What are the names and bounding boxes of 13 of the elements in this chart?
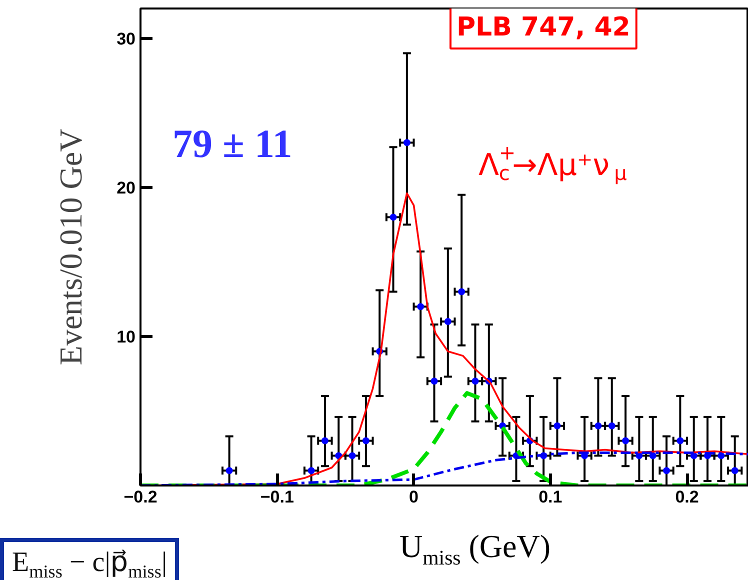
x-tick-label: 0.1 <box>538 488 562 506</box>
x-axis-title: U$_{miss}$ (GeV) <box>398 527 552 572</box>
y-tick-label: 10 <box>116 327 136 346</box>
x-tick-label: −0.2 <box>124 488 158 506</box>
y-axis-title: Events/0.010 GeV <box>52 128 89 366</box>
text: E$_{miss}$ − c|p⃗$_{miss}$| <box>0 538 180 580</box>
annotation: PLB 747, 42 <box>456 12 630 42</box>
x-tick-label: 0 <box>409 488 418 506</box>
y-tick-label: 30 <box>116 29 136 48</box>
x-tick-label: −0.1 <box>260 488 294 506</box>
annotation: 79 ± 11 <box>172 121 292 166</box>
x-tick-label: 0.2 <box>675 488 699 506</box>
y-tick-label: 20 <box>116 178 136 198</box>
